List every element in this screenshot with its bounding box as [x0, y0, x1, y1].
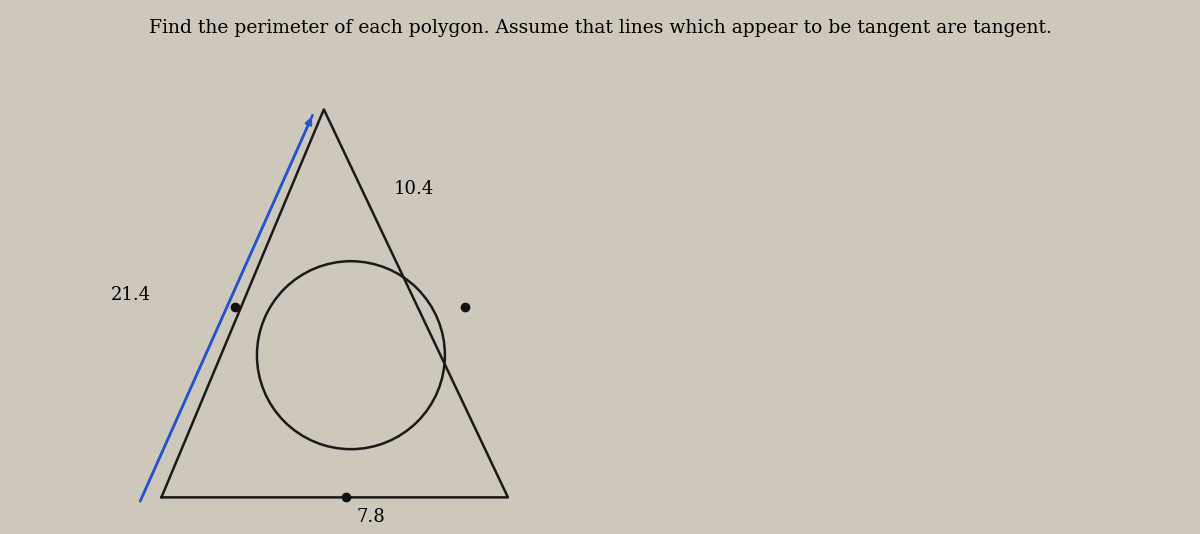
Text: 10.4: 10.4 — [395, 180, 434, 198]
Text: 21.4: 21.4 — [110, 286, 151, 304]
Text: Find the perimeter of each polygon. Assume that lines which appear to be tangent: Find the perimeter of each polygon. Assu… — [149, 19, 1051, 37]
Text: 7.8: 7.8 — [356, 508, 385, 525]
